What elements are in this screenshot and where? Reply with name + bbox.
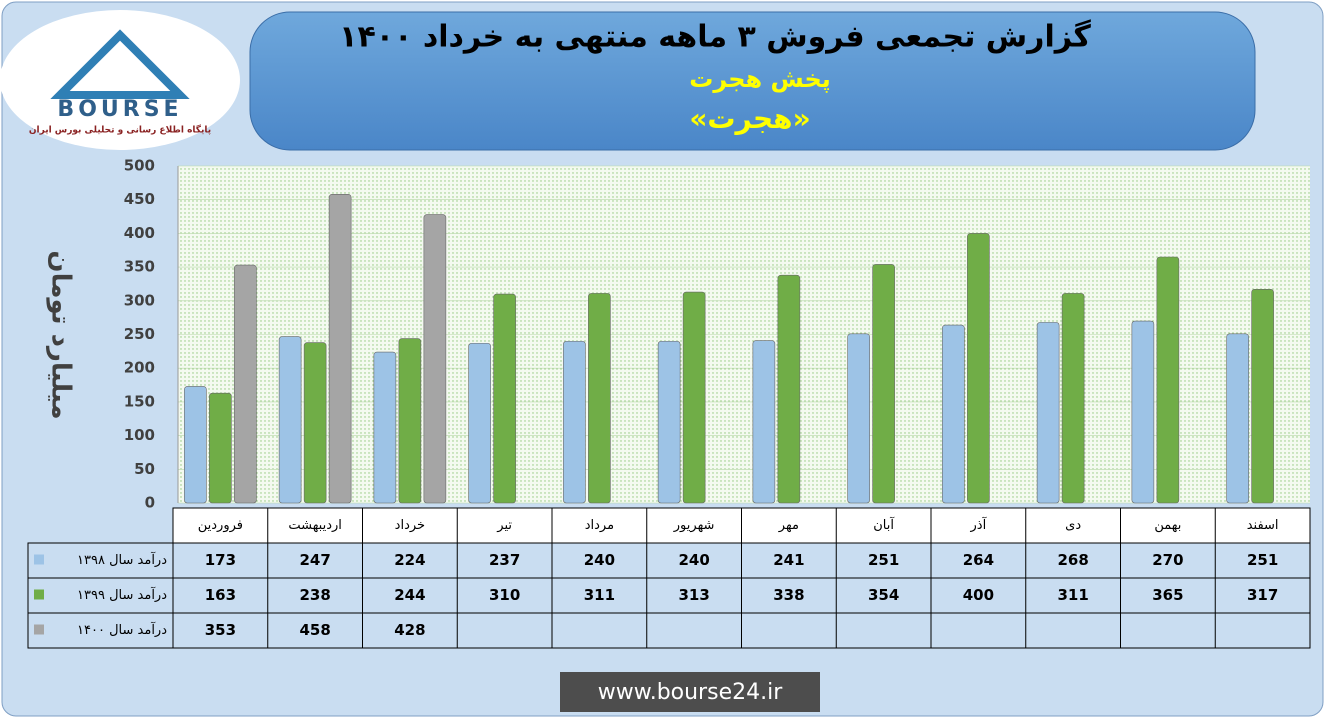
logo-tagline: پایگاه اطلاع رسانی و تحلیلی بورس ایران: [29, 124, 211, 136]
table-value: 240: [678, 551, 709, 569]
table-value: 310: [489, 586, 520, 604]
bar: [373, 351, 397, 504]
legend-swatch: [34, 554, 44, 565]
bar: [468, 342, 491, 504]
y-tick-label: 500: [124, 157, 155, 175]
legend-swatch: [34, 589, 44, 600]
y-axis-label: میلیارد تومان: [46, 250, 76, 419]
y-tick-label: 150: [124, 392, 155, 410]
bar: [184, 386, 207, 504]
chart-title: گزارش تجمعی فروش ۳ ماهه منتهی به خرداد ۱…: [339, 19, 1091, 55]
bar: [872, 264, 895, 504]
bar: [752, 340, 776, 504]
bar: [423, 214, 447, 504]
table-value: 270: [1152, 551, 1183, 569]
bar: [847, 333, 870, 504]
table-value: 428: [394, 621, 425, 639]
x-tick-label: فروردین: [198, 518, 243, 533]
table-value: 338: [773, 586, 804, 604]
table-value: 268: [1057, 551, 1088, 569]
bar: [1131, 320, 1155, 504]
table-value: 264: [963, 551, 994, 569]
legend-label: درآمد سال ۱۳۹۹: [77, 586, 167, 603]
y-tick-label: 200: [124, 359, 155, 377]
table-value: 251: [868, 551, 899, 569]
x-tick-label: آذر: [970, 516, 988, 533]
x-tick-label: مرداد: [585, 518, 614, 533]
y-tick-label: 400: [124, 224, 155, 242]
table-value: 313: [678, 586, 709, 604]
bar: [398, 338, 422, 504]
y-tick-label: 250: [124, 325, 155, 343]
x-tick-label: شهریور: [673, 518, 715, 533]
table-value: 400: [963, 586, 994, 604]
table-body: [27, 542, 1311, 649]
y-tick-label: 300: [124, 291, 155, 309]
table-value: 247: [299, 551, 330, 569]
bar: [1251, 289, 1274, 504]
table-value: 353: [205, 621, 236, 639]
bar: [328, 194, 352, 504]
table-value: 238: [299, 586, 330, 604]
bar: [1061, 293, 1085, 504]
bar: [493, 293, 516, 504]
bar: [234, 264, 257, 504]
table-value: 241: [773, 551, 804, 569]
y-tick-label: 0: [145, 494, 155, 512]
bar: [942, 324, 965, 504]
y-tick-label: 50: [134, 460, 155, 478]
table-value: 173: [205, 551, 236, 569]
legend-swatch: [34, 624, 44, 635]
table-value: 311: [1057, 586, 1088, 604]
x-tick-label: دی: [1065, 518, 1081, 533]
bar: [563, 340, 586, 504]
bar: [1156, 256, 1180, 504]
bar: [967, 233, 990, 504]
x-tick-label: اسفند: [1247, 518, 1279, 533]
bar: [588, 293, 611, 504]
bar: [777, 274, 801, 504]
x-tick-label: خرداد: [395, 518, 425, 533]
table-value: 317: [1247, 586, 1278, 604]
footer-box: [560, 672, 820, 712]
y-tick-label: 450: [124, 190, 155, 208]
table-value: 237: [489, 551, 520, 569]
table-value: 244: [394, 586, 425, 604]
company-name: «هجرت»: [689, 102, 810, 135]
table-value: 163: [205, 586, 236, 604]
x-tick-label: تیر: [496, 518, 512, 533]
table-value: 251: [1247, 551, 1278, 569]
table-value: 354: [868, 586, 899, 604]
logo-mark: [50, 29, 190, 99]
table-value: 311: [584, 586, 615, 604]
title-banner: [249, 11, 1256, 151]
footer-url: www.bourse24.ir: [598, 680, 783, 705]
bar: [682, 291, 706, 504]
table-value: 458: [299, 621, 330, 639]
chart-subtitle: پخش هجرت: [689, 65, 831, 93]
logo-background: [0, 10, 240, 150]
legend-label: درآمد سال ۱۴۰۰: [77, 621, 167, 638]
bar: [1036, 322, 1060, 504]
x-tick-label: اردیبهشت: [288, 518, 342, 533]
bar: [657, 340, 681, 504]
x-tick-label: آبان: [873, 516, 895, 533]
bar: [303, 342, 327, 504]
logo-text: BOURSE: [57, 97, 182, 122]
y-tick-label: 100: [124, 426, 155, 444]
x-tick-label: مهر: [778, 518, 799, 533]
table-value: 224: [394, 551, 425, 569]
bar: [278, 336, 302, 504]
bar: [1226, 333, 1249, 504]
table-value: 240: [584, 551, 615, 569]
bar: [209, 392, 232, 504]
y-tick-label: 350: [124, 258, 155, 276]
table-value: 365: [1152, 586, 1183, 604]
x-tick-label: بهمن: [1154, 518, 1181, 533]
legend-label: درآمد سال ۱۳۹۸: [77, 551, 167, 568]
